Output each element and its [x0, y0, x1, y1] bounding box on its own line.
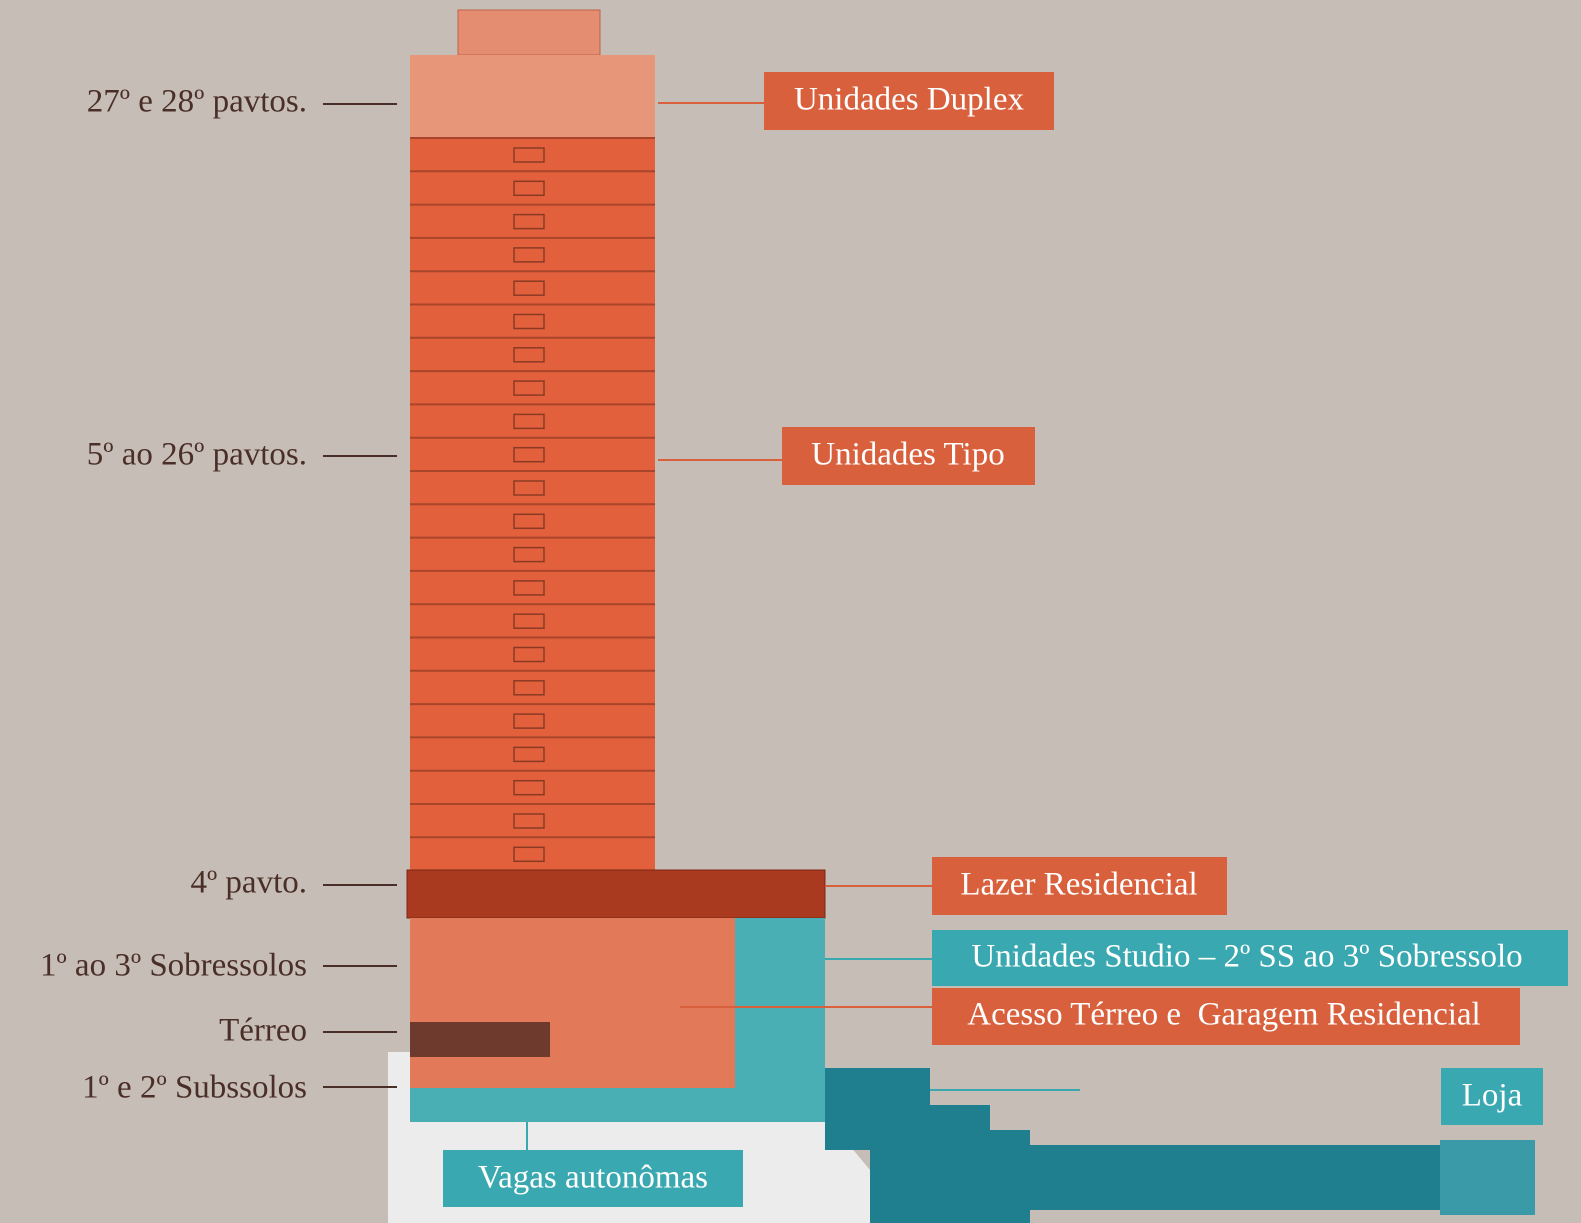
- floor-detail: [513, 247, 545, 263]
- zone-label: Unidades Studio – 2º SS ao 3º Sobressolo: [971, 939, 1522, 975]
- floor-detail: [513, 413, 545, 430]
- floor-label: 1º e 2º Subssolos: [82, 1070, 307, 1106]
- floor-label: 4º pavto.: [190, 865, 307, 901]
- floor-detail: [513, 646, 545, 663]
- zone-label: Loja: [1462, 1078, 1523, 1114]
- zone-box: [1441, 1068, 1543, 1125]
- floor-detail: [513, 147, 545, 163]
- store-stair: [870, 1105, 1030, 1223]
- ground-floor-block: [410, 1022, 550, 1057]
- floor-detail: [513, 380, 545, 396]
- zone-box: [932, 930, 1568, 986]
- floor-detail: [513, 513, 545, 530]
- zone-label: Unidades Duplex: [794, 82, 1025, 118]
- floor-detail: [513, 813, 545, 829]
- floor-detail: [513, 613, 545, 629]
- floor-label: 5º ao 26º pavtos.: [87, 437, 307, 473]
- zone-box: [932, 988, 1520, 1045]
- floor-detail: [513, 713, 545, 729]
- duplex-block: [410, 55, 655, 138]
- zone-box: [764, 72, 1054, 130]
- floor-detail: [513, 746, 545, 763]
- floor-detail: [513, 546, 545, 563]
- floor-detail: [513, 680, 545, 696]
- floor-detail: [513, 480, 545, 496]
- floor-detail: [513, 446, 545, 463]
- floor-label: 1º ao 3º Sobressolos: [40, 948, 307, 984]
- leader-lines: [323, 102, 1080, 1150]
- floor-detail: [513, 313, 545, 330]
- garage-block: [410, 918, 735, 1088]
- floor-detail: [513, 213, 545, 230]
- zone-label: Lazer Residencial: [960, 867, 1197, 903]
- studio-block: [735, 918, 825, 1088]
- floor-detail: [513, 347, 545, 363]
- zone-box: [443, 1150, 743, 1207]
- floor-label: Térreo: [219, 1013, 307, 1049]
- parking-block: [410, 1088, 825, 1122]
- floor-detail: [513, 846, 545, 863]
- floor-detail: [513, 580, 545, 596]
- zone-label: Acesso Térreo e Garagem Residencial: [967, 997, 1480, 1033]
- penthouse: [457, 9, 601, 56]
- floor-detail: [513, 280, 545, 296]
- floor-detail: [513, 779, 545, 796]
- zone-label: Vagas autonômas: [478, 1160, 708, 1196]
- zone-box: [932, 857, 1227, 915]
- floor-label: 27º e 28º pavtos.: [87, 84, 307, 120]
- zone-box: [782, 427, 1035, 485]
- store-bar: [1030, 1145, 1450, 1210]
- leisure-block: [406, 869, 826, 919]
- zone-label: Unidades Tipo: [811, 437, 1004, 473]
- floor-detail: [513, 180, 545, 197]
- store-end: [1440, 1140, 1535, 1215]
